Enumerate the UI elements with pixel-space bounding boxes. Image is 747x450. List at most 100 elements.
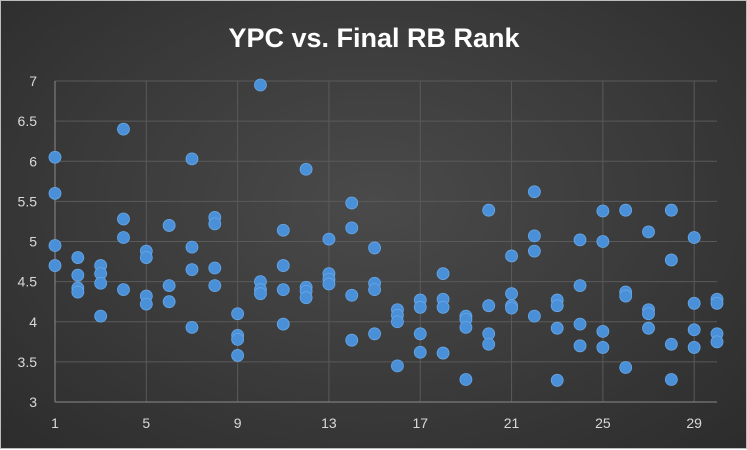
x-tick-label: 21: [504, 415, 520, 431]
data-point: [208, 261, 222, 275]
x-tick-label: 13: [321, 415, 337, 431]
y-tick-label: 7: [29, 73, 37, 89]
data-point: [664, 337, 678, 351]
data-point: [596, 341, 610, 354]
data-point: [687, 231, 701, 244]
data-point: [185, 263, 199, 276]
data-point: [322, 232, 336, 246]
data-point: [596, 324, 610, 338]
data-point: [710, 335, 724, 349]
data-point: [505, 301, 518, 315]
data-point: [368, 241, 381, 255]
data-point: [527, 244, 541, 258]
x-tick-label: 5: [142, 415, 150, 431]
data-point: [94, 309, 108, 323]
data-point: [185, 240, 199, 254]
data-point: [299, 162, 313, 176]
data-point: [139, 297, 153, 311]
data-point: [413, 327, 427, 341]
y-tick-label: 3: [29, 394, 37, 410]
data-point: [550, 373, 564, 387]
data-point: [276, 317, 290, 331]
data-point: [117, 231, 130, 244]
data-point: [619, 361, 633, 374]
data-point: [436, 300, 450, 314]
data-point: [642, 321, 655, 335]
data-points: [48, 78, 724, 387]
data-point: [276, 259, 290, 272]
data-point: [413, 345, 427, 359]
data-point: [482, 337, 496, 351]
data-point: [459, 320, 473, 334]
data-point: [345, 333, 359, 347]
data-point: [642, 307, 655, 321]
data-point: [276, 223, 290, 237]
x-tick-label: 17: [412, 415, 428, 431]
data-point: [391, 315, 404, 329]
data-point: [664, 203, 678, 217]
x-tick-label: 25: [595, 415, 611, 431]
data-point: [48, 150, 62, 164]
data-point: [482, 299, 496, 313]
data-point: [231, 307, 245, 321]
data-point: [596, 235, 610, 248]
data-point: [71, 285, 85, 299]
data-point: [345, 196, 359, 210]
data-point: [573, 339, 587, 353]
data-point: [276, 283, 290, 297]
data-point: [573, 279, 587, 293]
data-point: [368, 327, 381, 341]
data-point: [254, 287, 267, 301]
data-point: [687, 341, 701, 354]
y-tick-label: 6: [29, 153, 37, 169]
data-point: [436, 267, 450, 281]
data-point: [71, 268, 85, 282]
data-point: [413, 300, 427, 314]
x-tick-label: 1: [51, 415, 59, 431]
data-point: [231, 333, 245, 346]
data-point: [573, 317, 587, 331]
data-point: [185, 152, 199, 166]
y-tick-label: 5: [29, 234, 37, 250]
data-point: [391, 359, 404, 373]
data-point: [162, 219, 176, 232]
data-point: [254, 78, 267, 92]
data-point: [550, 321, 564, 335]
data-point: [368, 283, 381, 297]
data-point: [162, 295, 176, 309]
data-point: [505, 287, 518, 301]
data-point: [48, 259, 62, 272]
data-point: [687, 296, 701, 310]
data-point: [117, 283, 130, 297]
data-point: [527, 229, 541, 243]
data-point: [94, 276, 108, 290]
data-point: [687, 323, 701, 337]
data-point: [139, 251, 153, 264]
data-point: [596, 204, 610, 218]
data-point: [527, 309, 541, 323]
data-point: [436, 346, 450, 360]
data-point: [573, 233, 587, 247]
data-point: [322, 277, 336, 291]
data-point: [117, 122, 130, 136]
data-point: [208, 217, 222, 231]
tick-labels: 3 3.5 4 4.5 5 5.5 6 6.5 7 1 5 9 13 17 21 25 29: [18, 73, 703, 431]
data-point: [345, 288, 359, 302]
data-point: [710, 296, 724, 310]
data-point: [619, 203, 633, 217]
chart-title: YPC vs. Final RB Rank: [228, 23, 520, 53]
data-point: [527, 185, 541, 199]
y-tick-label: 5.5: [18, 193, 38, 209]
data-point: [231, 349, 245, 362]
data-point: [162, 279, 176, 293]
data-point: [664, 373, 678, 386]
data-point: [71, 251, 85, 264]
gridlines: [55, 80, 717, 402]
data-point: [185, 320, 199, 334]
data-point: [459, 373, 473, 386]
y-tick-label: 6.5: [18, 113, 38, 129]
data-point: [48, 239, 62, 252]
y-tick-label: 4.5: [18, 274, 38, 290]
